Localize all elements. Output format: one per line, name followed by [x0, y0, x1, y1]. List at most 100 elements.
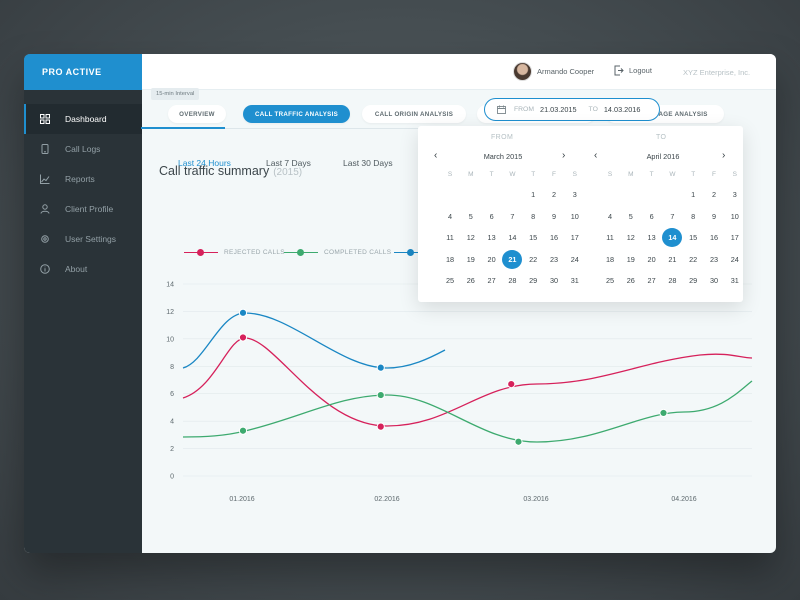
- y-tick-label: 12: [166, 309, 174, 316]
- sidebar-item-call-logs[interactable]: Call Logs: [24, 134, 142, 164]
- calendar-day[interactable]: 1: [691, 190, 696, 199]
- calendar-day[interactable]: 25: [605, 276, 615, 285]
- weekday-label: S: [572, 171, 577, 178]
- calendar-day[interactable]: 31: [730, 276, 739, 285]
- sidebar-item-reports[interactable]: Reports: [24, 164, 142, 194]
- calendar-day[interactable]: 15: [689, 233, 698, 242]
- calendar-day[interactable]: 9: [551, 211, 557, 221]
- sidebar-item-about[interactable]: About: [24, 254, 142, 284]
- calendar-day[interactable]: 6: [489, 211, 494, 221]
- chevron-left-icon[interactable]: ‹: [434, 150, 438, 161]
- calendar-day[interactable]: 4: [447, 211, 453, 221]
- data-point: [507, 380, 516, 389]
- calendar-day[interactable]: 14: [508, 233, 517, 242]
- calendar-day[interactable]: 13: [647, 233, 656, 242]
- logout-button[interactable]: Logout: [614, 65, 652, 76]
- calendar-day[interactable]: 30: [709, 276, 719, 285]
- calendar-day[interactable]: 16: [549, 233, 559, 242]
- logout-icon: [614, 65, 624, 76]
- calendar-day[interactable]: 8: [691, 211, 696, 221]
- legend-item[interactable]: REJECTED CALLS: [184, 249, 285, 256]
- calendar-day[interactable]: 17: [730, 233, 739, 242]
- legend-swatch: [394, 249, 428, 255]
- calendar-day[interactable]: 19: [626, 254, 635, 264]
- calendar-day[interactable]: 3: [732, 190, 737, 199]
- tab-call-traffic-analysis[interactable]: CALL TRAFFIC ANALYSIS: [243, 105, 350, 123]
- calendar-day[interactable]: 22: [689, 254, 698, 264]
- calendar-day[interactable]: 9: [711, 211, 717, 221]
- to-date: 14.03.2016: [603, 105, 641, 114]
- sidebar-item-client-profile[interactable]: Client Profile: [24, 194, 142, 224]
- calendar-day[interactable]: 25: [445, 276, 455, 285]
- calendar-day[interactable]: 22: [529, 254, 538, 264]
- calendar-day[interactable]: 18: [445, 254, 455, 264]
- calendar-day[interactable]: 26: [626, 276, 635, 285]
- calendar-day[interactable]: 2: [551, 190, 557, 199]
- data-point: [376, 363, 385, 372]
- calendar-day[interactable]: 11: [446, 233, 454, 242]
- calendar-day[interactable]: 17: [570, 233, 579, 242]
- calendar-day[interactable]: 28: [508, 276, 517, 285]
- calendar-day[interactable]: 18: [605, 254, 615, 264]
- calendar-day[interactable]: 6: [649, 211, 654, 221]
- calendar-day[interactable]: 7: [670, 211, 675, 221]
- calendar-day[interactable]: 23: [549, 254, 559, 264]
- sidebar-item-label: Reports: [65, 174, 95, 184]
- calendar-day[interactable]: 10: [730, 211, 739, 221]
- calendar-day[interactable]: 4: [607, 211, 613, 221]
- calendar-day[interactable]: 8: [531, 211, 536, 221]
- logout-label: Logout: [629, 66, 652, 75]
- calendar-day[interactable]: 24: [570, 254, 579, 264]
- calendar-day[interactable]: 20: [647, 254, 656, 264]
- range-tab-last-24-hours[interactable]: Last 24 Hours: [178, 158, 231, 168]
- calendar-day[interactable]: 13: [487, 233, 496, 242]
- sidebar: PRO ACTIVE Dashboard Call Logs Reports Clie…: [24, 54, 142, 553]
- legend-label: REJECTED CALLS: [224, 249, 285, 256]
- calendar-day[interactable]: 31: [570, 276, 579, 285]
- legend-item[interactable]: COMPLETED CALLS: [284, 249, 391, 256]
- range-tab-last-7-days[interactable]: Last 7 Days: [266, 158, 311, 168]
- calendar-day[interactable]: 26: [466, 276, 475, 285]
- calendar-day[interactable]: 28: [668, 276, 677, 285]
- calendar-day[interactable]: 30: [549, 276, 559, 285]
- calendar-day[interactable]: 29: [529, 276, 538, 285]
- data-point: [238, 426, 248, 435]
- sidebar-item-label: Client Profile: [65, 204, 114, 214]
- calendar-day[interactable]: 16: [709, 233, 719, 242]
- tab-call-origin-analysis[interactable]: CALL ORIGIN ANALYSIS: [362, 105, 466, 123]
- calendar-day[interactable]: 15: [529, 233, 538, 242]
- calendar-day[interactable]: 2: [711, 190, 717, 199]
- calendar-day[interactable]: 21: [668, 254, 677, 264]
- chevron-left-icon[interactable]: ‹: [594, 150, 598, 161]
- info-icon: [40, 264, 50, 274]
- calendar-day[interactable]: 11: [606, 233, 614, 242]
- calendar-day[interactable]: 12: [466, 233, 475, 242]
- calendar-day[interactable]: 27: [647, 276, 656, 285]
- calendar-day[interactable]: 21: [502, 249, 523, 269]
- calendar-day[interactable]: 5: [628, 211, 633, 221]
- calendar-day[interactable]: 5: [468, 211, 473, 221]
- calendar-day[interactable]: 14: [662, 228, 683, 247]
- calendar-day[interactable]: 1: [531, 190, 536, 199]
- data-point: [376, 422, 385, 431]
- calendar-day[interactable]: 10: [570, 211, 579, 221]
- chevron-right-icon[interactable]: ›: [562, 150, 566, 161]
- calendar-day[interactable]: 20: [487, 254, 496, 264]
- data-point: [238, 308, 248, 317]
- range-tab-last-30-days[interactable]: Last 30 Days: [343, 158, 393, 168]
- calendar-day[interactable]: 24: [730, 254, 739, 264]
- calendar-day[interactable]: 19: [466, 254, 475, 264]
- user-menu[interactable]: Armando Cooper: [513, 62, 594, 81]
- date-range-field[interactable]: FROM 21.03.2015 TO 14.03.2016: [484, 98, 660, 121]
- calendar-day[interactable]: 12: [626, 233, 635, 242]
- calendar-day[interactable]: 29: [689, 276, 698, 285]
- calendar-day[interactable]: 7: [510, 211, 515, 221]
- calendar-day[interactable]: 27: [487, 276, 496, 285]
- calendar-day[interactable]: 3: [572, 190, 577, 199]
- chevron-right-icon[interactable]: ›: [722, 150, 726, 161]
- tab-overview[interactable]: OVERVIEW: [168, 105, 226, 123]
- sidebar-item-dashboard[interactable]: Dashboard: [24, 104, 142, 134]
- calendar-day[interactable]: 23: [709, 254, 719, 264]
- series-line: [182, 380, 753, 443]
- sidebar-item-user-settings[interactable]: User Settings: [24, 224, 142, 254]
